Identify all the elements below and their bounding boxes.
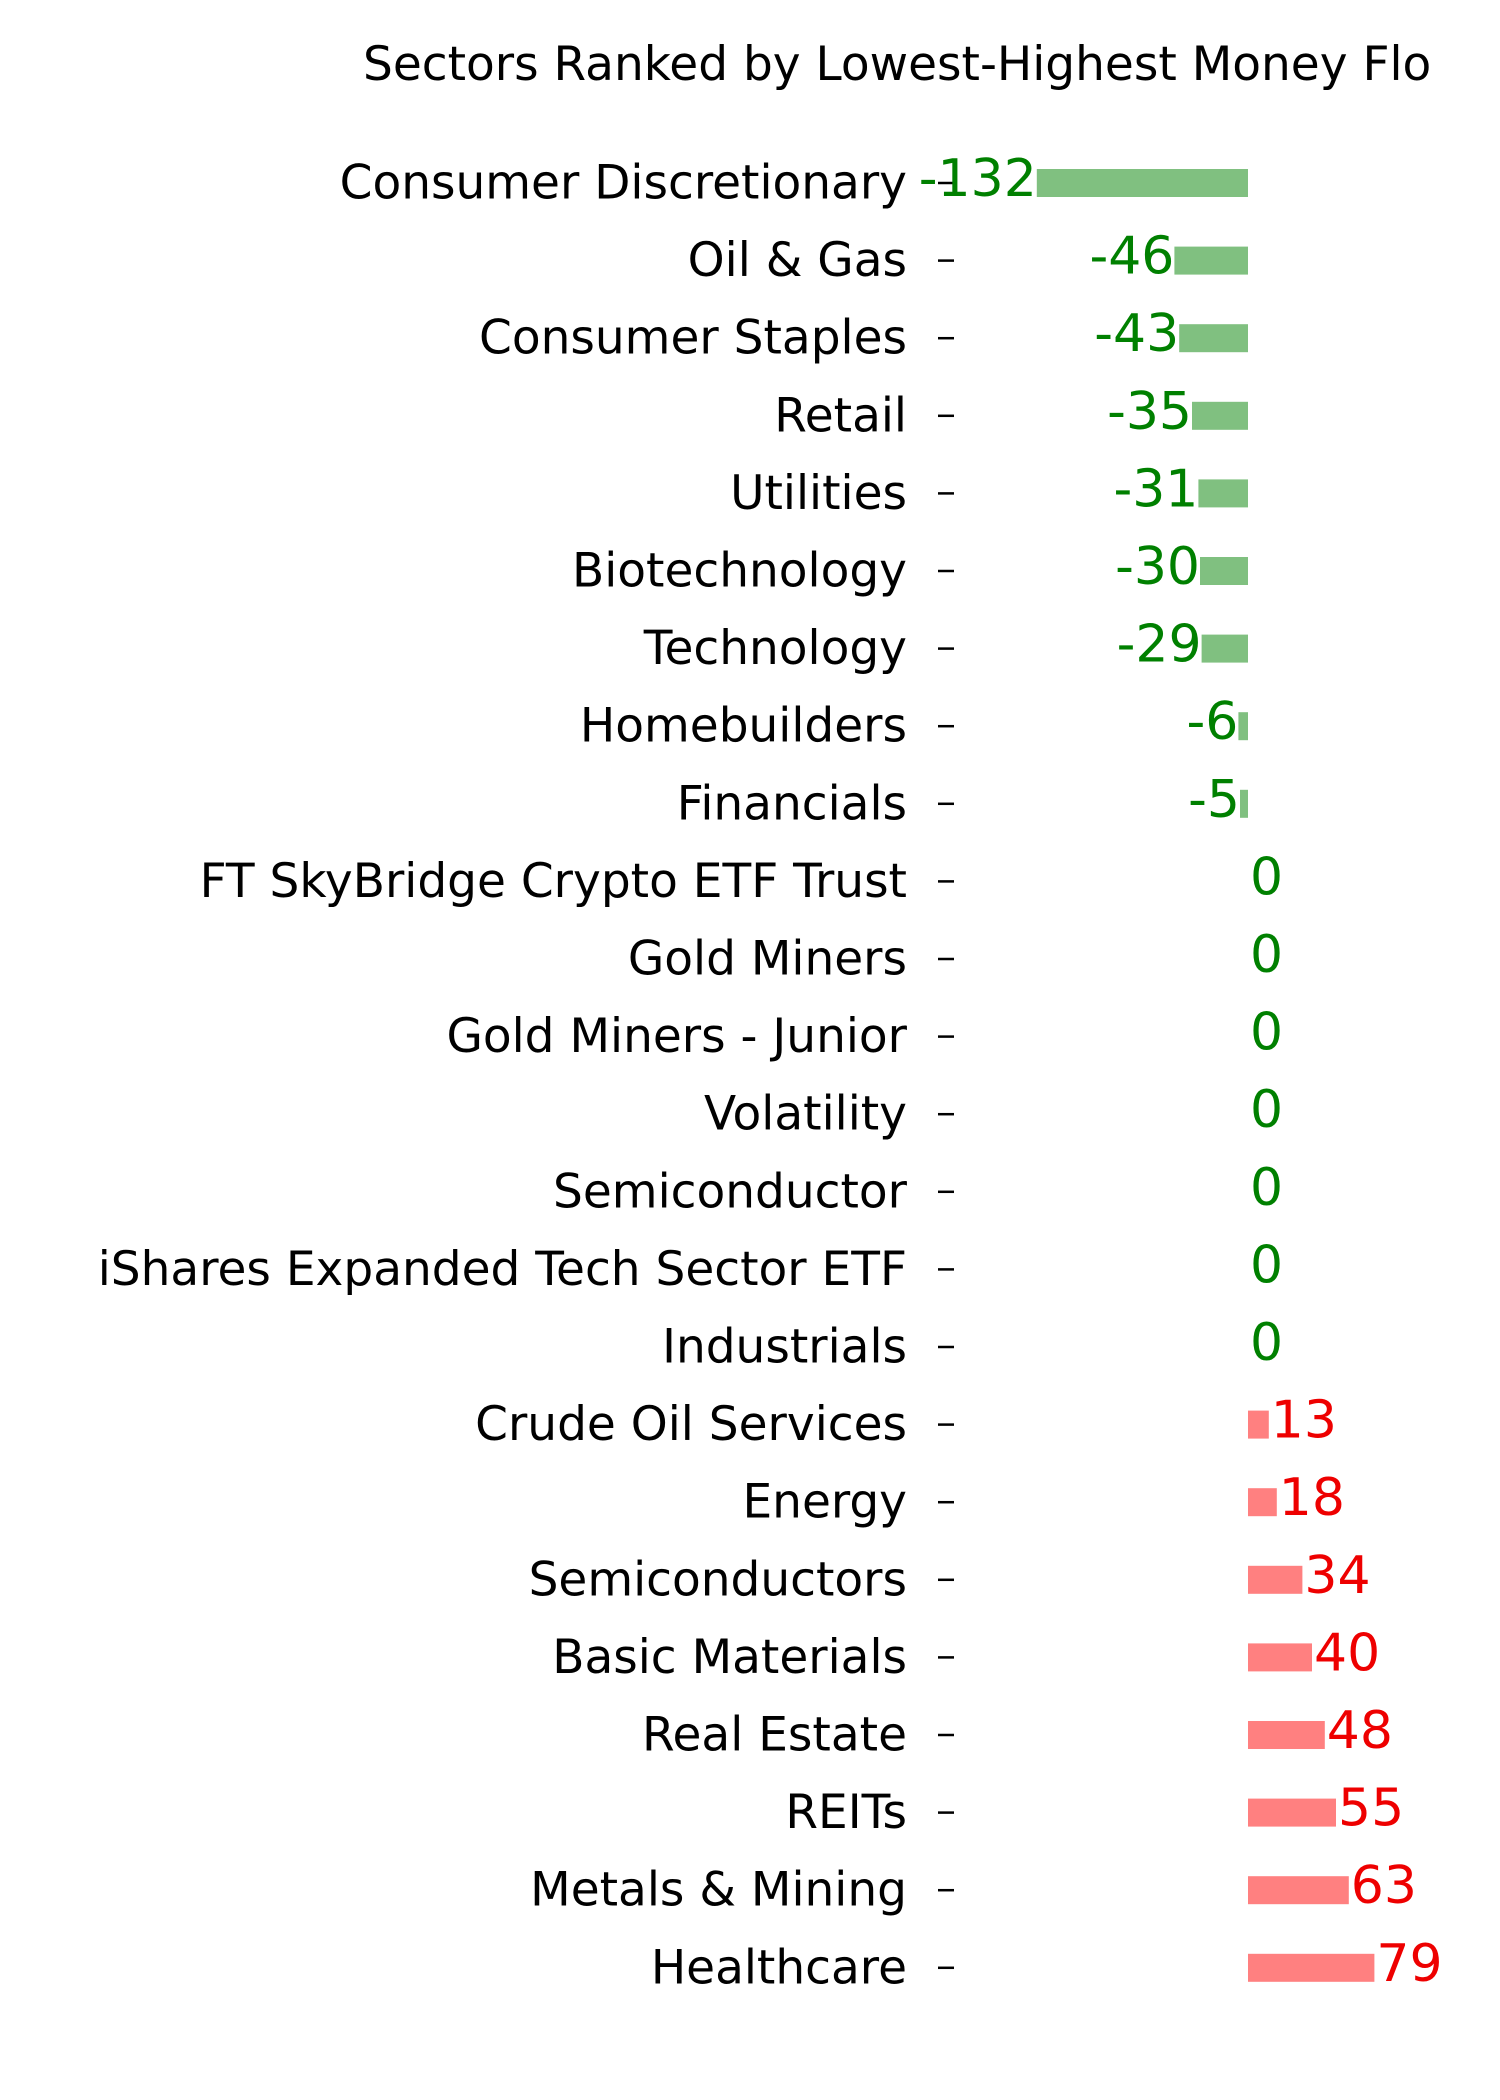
value-label-homebuilders: -6: [1187, 692, 1239, 752]
value-labels: -132-46-43-35-31-30-29-6-500000001318344…: [919, 149, 1443, 1994]
category-label-consumer-staples: Consumer Staples: [479, 311, 907, 366]
bar-oil-gas: [1174, 246, 1248, 275]
bar-homebuilders: [1238, 712, 1248, 741]
category-label-reits: REITs: [785, 1785, 907, 1840]
category-label-metals-mining: Metals & Mining: [530, 1863, 907, 1918]
bar-consumer-staples: [1179, 324, 1248, 353]
category-label-financials: Financials: [677, 776, 907, 831]
bar-basic-materials: [1248, 1643, 1312, 1672]
chart-title: Sectors Ranked by Lowest-Highest Money F…: [363, 37, 1431, 92]
value-label-basic-materials: 40: [1314, 1623, 1380, 1683]
category-label-homebuilders: Homebuilders: [580, 699, 907, 754]
category-label-gold-miners-junior: Gold Miners - Junior: [446, 1009, 907, 1064]
category-label-semiconductors: Semiconductors: [529, 1552, 907, 1607]
category-label-consumer-discretionary: Consumer Discretionary: [340, 156, 907, 211]
bar-crude-oil-services: [1248, 1410, 1269, 1439]
category-labels: Consumer Discretionary Oil & Gas Consumer …: [98, 156, 908, 1996]
category-label-volatility: Volatility: [704, 1087, 907, 1142]
value-label-gold-miners-junior: 0: [1250, 1003, 1283, 1063]
bar-reits: [1248, 1798, 1336, 1827]
bar-semiconductors: [1248, 1565, 1303, 1594]
bar-energy: [1248, 1488, 1277, 1517]
value-label-volatility: 0: [1250, 1080, 1283, 1140]
category-label-ft-skybridge-crypto-etf-trust: FT SkyBridge Crypto ETF Trust: [200, 854, 907, 909]
value-label-energy: 18: [1279, 1468, 1345, 1528]
bar-retail: [1192, 401, 1248, 430]
value-label-technology: -29: [1117, 615, 1202, 675]
bar-consumer-discretionary: [1036, 169, 1248, 197]
category-label-healthcare: Healthcare: [651, 1940, 907, 1995]
category-label-energy: Energy: [742, 1475, 907, 1530]
value-label-semiconductor: 0: [1250, 1158, 1283, 1218]
category-label-gold-miners: Gold Miners: [628, 932, 907, 987]
category-label-semiconductor: Semiconductor: [553, 1164, 908, 1219]
bar-real-estate: [1248, 1721, 1325, 1749]
category-label-technology: Technology: [643, 621, 907, 676]
value-label-metals-mining: 63: [1351, 1856, 1417, 1916]
value-label-ft-skybridge-crypto-etf-trust: 0: [1250, 847, 1283, 907]
category-label-crude-oil-services: Crude Oil Services: [475, 1397, 907, 1452]
bar-technology: [1201, 634, 1248, 663]
value-label-utilities: -31: [1113, 459, 1198, 519]
value-label-semiconductors: 34: [1304, 1546, 1370, 1606]
value-label-consumer-discretionary: -132: [919, 149, 1037, 209]
category-label-basic-materials: Basic Materials: [552, 1630, 907, 1685]
category-label-oil-gas: Oil & Gas: [688, 233, 907, 288]
value-label-industrials: 0: [1250, 1313, 1283, 1373]
bar-biotechnology: [1200, 557, 1248, 585]
category-label-utilities: Utilities: [730, 466, 907, 521]
value-label-retail: -35: [1107, 382, 1192, 442]
bar-financials: [1240, 789, 1248, 818]
value-label-crude-oil-services: 13: [1271, 1391, 1337, 1451]
value-label-oil-gas: -46: [1089, 227, 1174, 287]
category-label-ishares-expanded-tech-sector-etf: iShares Expanded Tech Sector ETF: [98, 1242, 907, 1297]
value-label-real-estate: 48: [1327, 1701, 1393, 1761]
bar-metals-mining: [1248, 1876, 1349, 1905]
category-ticks: [938, 181, 954, 1970]
value-label-biotechnology: -30: [1115, 537, 1200, 597]
bar-utilities: [1198, 479, 1248, 508]
value-label-reits: 55: [1338, 1779, 1404, 1839]
value-label-gold-miners: 0: [1250, 925, 1283, 985]
bar-healthcare: [1248, 1953, 1375, 1982]
value-label-consumer-staples: -43: [1094, 304, 1179, 364]
category-label-industrials: Industrials: [662, 1320, 907, 1375]
value-label-healthcare: 79: [1376, 1934, 1442, 1994]
category-label-real-estate: Real Estate: [642, 1708, 907, 1763]
bars: [1036, 169, 1375, 1982]
category-label-biotechnology: Biotechnology: [572, 544, 907, 599]
value-label-ishares-expanded-tech-sector-etf: 0: [1250, 1235, 1283, 1295]
value-label-financials: -5: [1188, 770, 1240, 830]
category-label-retail: Retail: [774, 388, 907, 443]
